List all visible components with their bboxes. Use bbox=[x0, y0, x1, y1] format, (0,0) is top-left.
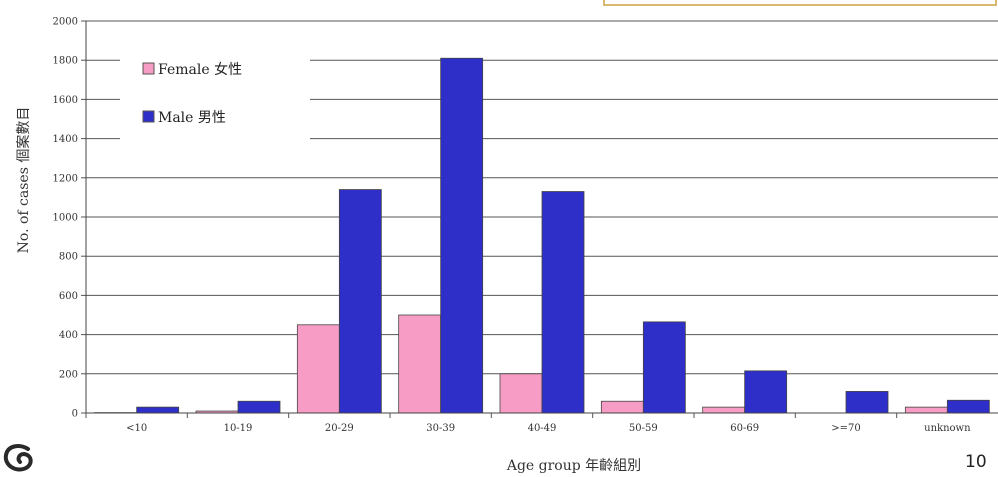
x-tick-labels: <10 10-19 20-29 30-39 40-49 50-59 60-69 >=70 unk… bbox=[126, 423, 971, 434]
y-tick-label: 1400 bbox=[53, 134, 78, 145]
legend-label-male: Male 男性 bbox=[158, 110, 226, 126]
y-tick-label: 1800 bbox=[53, 56, 78, 67]
y-tick-labels: 0 200 400 600 800 1000 1200 1400 1600 1800 2000 bbox=[53, 17, 78, 420]
y-tick-label: 200 bbox=[59, 369, 78, 380]
legend-swatch-female bbox=[142, 62, 155, 75]
x-tick-label: <10 bbox=[126, 423, 147, 434]
bar-female bbox=[600, 400, 644, 414]
x-tick-label: unknown bbox=[924, 423, 971, 434]
bar-female bbox=[296, 324, 340, 414]
page-number: 10 bbox=[965, 452, 987, 472]
y-tick-label: 1000 bbox=[53, 213, 78, 224]
top-banner-box bbox=[603, 0, 997, 6]
legend-swatch-male bbox=[142, 110, 155, 123]
axes bbox=[81, 20, 998, 418]
y-tick-label: 600 bbox=[59, 291, 78, 302]
x-axis-title: Age group 年齡組別 bbox=[506, 458, 641, 474]
bar-male bbox=[440, 57, 484, 414]
bar-male bbox=[642, 321, 686, 414]
bar-female bbox=[398, 314, 442, 414]
y-tick-label: 800 bbox=[59, 252, 78, 263]
bar-male bbox=[845, 391, 889, 414]
bar-male bbox=[541, 191, 585, 414]
y-tick-label: 1200 bbox=[53, 173, 78, 184]
bars bbox=[94, 57, 990, 414]
x-tick-label: 30-39 bbox=[426, 423, 455, 434]
bar-female bbox=[499, 373, 543, 414]
bar-female bbox=[702, 406, 746, 414]
x-tick-label: 40-49 bbox=[528, 423, 557, 434]
x-tick-label: 50-59 bbox=[629, 423, 658, 434]
bar-male bbox=[237, 400, 281, 414]
y-tick-label: 1600 bbox=[53, 95, 78, 106]
bar-male bbox=[136, 406, 180, 414]
spiral-logo-icon bbox=[3, 444, 33, 472]
y-tick-label: 0 bbox=[72, 409, 78, 420]
y-axis-title: No. of cases 個案數目 bbox=[15, 107, 32, 254]
x-tick-label: >=70 bbox=[831, 423, 860, 434]
x-tick-label: 20-29 bbox=[325, 423, 354, 434]
bar-male bbox=[338, 189, 382, 414]
bar-male bbox=[744, 370, 788, 414]
bar-female bbox=[904, 406, 948, 414]
y-tick-label: 2000 bbox=[53, 17, 78, 28]
legend-label-female: Female 女性 bbox=[158, 61, 242, 78]
bar-male bbox=[946, 399, 990, 414]
legend: Female 女性 Male 男性 bbox=[120, 48, 310, 146]
x-tick-label: 60-69 bbox=[730, 423, 759, 434]
x-tick-label: 10-19 bbox=[224, 423, 253, 434]
y-tick-label: 400 bbox=[59, 330, 78, 341]
